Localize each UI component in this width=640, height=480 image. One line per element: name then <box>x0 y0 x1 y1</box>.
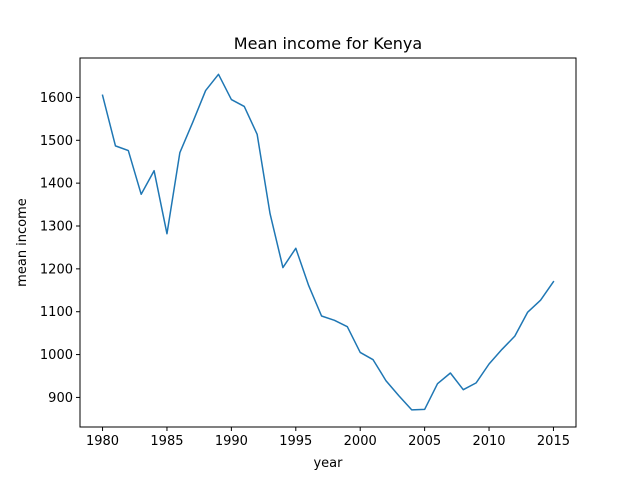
x-tick-label: 1985 <box>150 434 183 449</box>
x-tick-label: 1980 <box>86 434 119 449</box>
y-tick-label: 900 <box>48 391 73 406</box>
series-line-0 <box>101 73 555 411</box>
series-layer <box>101 73 555 411</box>
y-tick-label: 1400 <box>40 177 73 192</box>
y-tick-label: 1500 <box>40 134 73 149</box>
x-tick-label: 2015 <box>537 434 570 449</box>
y-tick-label: 1000 <box>40 348 73 363</box>
y-tick-label: 1100 <box>40 305 73 320</box>
x-tick-label: 2010 <box>472 434 505 449</box>
chart-title: Mean income for Kenya <box>234 34 422 53</box>
y-axis-label: mean income <box>15 198 30 287</box>
x-axis-label: year <box>313 456 343 471</box>
y-tick-label: 1300 <box>40 220 73 235</box>
x-tick-label: 2000 <box>344 434 377 449</box>
y-tick-label: 1600 <box>40 91 73 106</box>
x-axis-ticks: 1980 1985 1990 1995 2000 2005 2010 2015 <box>86 427 570 449</box>
x-tick-label: 1990 <box>215 434 248 449</box>
x-tick-label: 1995 <box>279 434 312 449</box>
y-tick-label: 1200 <box>40 262 73 277</box>
x-tick-label: 2005 <box>408 434 441 449</box>
plot-area-frame <box>79 57 577 428</box>
y-axis-ticks: 900 1000 1100 1200 1300 1400 1500 1600 <box>40 91 80 406</box>
